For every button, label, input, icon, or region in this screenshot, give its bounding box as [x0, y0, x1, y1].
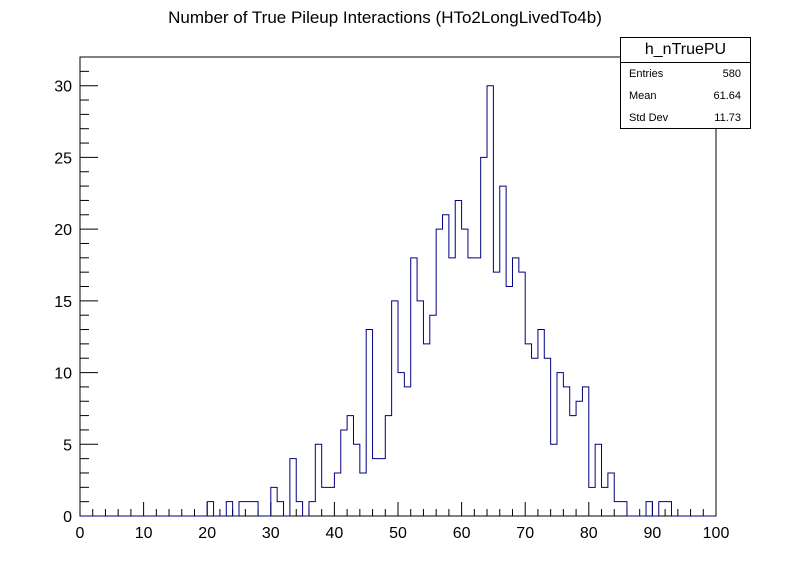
- histogram-bin: [570, 416, 576, 516]
- stats-row-stddev: Std Dev 11.73: [621, 107, 750, 129]
- histogram-bin: [296, 502, 302, 516]
- histogram-bin: [226, 502, 232, 516]
- histogram-bin: [602, 487, 608, 516]
- histogram-bin: [551, 444, 557, 516]
- histogram-series: [80, 85, 716, 517]
- histogram-bin: [334, 473, 340, 516]
- histogram-bin: [436, 229, 442, 516]
- histogram-bin: [646, 502, 652, 516]
- histogram-bin: [462, 229, 468, 516]
- histogram-bin: [519, 272, 525, 516]
- x-tick-label: 90: [644, 525, 662, 542]
- histogram-bin: [576, 401, 582, 516]
- histogram-bin: [468, 258, 474, 516]
- y-tick-label: 25: [54, 150, 72, 167]
- tick-labels: 0 10 20 30 40 50 60 70 80 90 100 0 5 10 15 20 25 30: [54, 79, 729, 542]
- stats-value-mean: 61.64: [713, 90, 741, 102]
- y-tick-label: 20: [54, 222, 72, 239]
- y-tick-label: 10: [54, 366, 72, 383]
- x-tick-label: 30: [262, 525, 280, 542]
- stats-box-title: h_nTruePU: [621, 38, 750, 63]
- histogram-bin: [512, 258, 518, 516]
- histogram-bin: [582, 387, 588, 516]
- histogram-bin: [239, 502, 245, 516]
- x-tick-label: 70: [516, 525, 534, 542]
- y-tick-label: 0: [63, 509, 72, 526]
- histogram-bin: [474, 258, 480, 516]
- stats-value-entries: 580: [722, 68, 741, 80]
- chart-title: Number of True Pileup Interactions (HTo2…: [168, 8, 602, 27]
- histogram-bin: [366, 330, 372, 516]
- histogram-bin: [481, 157, 487, 516]
- histogram-bin: [328, 487, 334, 516]
- x-tick-label: 40: [326, 525, 344, 542]
- x-tick-label: 100: [703, 525, 730, 542]
- histogram-bin: [557, 373, 563, 516]
- histogram-bin: [315, 444, 321, 516]
- histogram-bin: [360, 473, 366, 516]
- histogram-outline: [80, 85, 716, 517]
- histogram-bin: [392, 301, 398, 516]
- x-tick-label: 50: [389, 525, 407, 542]
- histogram-bin: [252, 502, 258, 516]
- histogram-bin: [385, 416, 391, 516]
- histogram-bin: [423, 344, 429, 516]
- histogram-bin: [544, 358, 550, 516]
- stats-value-stddev: 11.73: [714, 112, 741, 124]
- x-tick-label: 10: [135, 525, 153, 542]
- histogram-bin: [398, 373, 404, 516]
- x-tick-label: 80: [580, 525, 598, 542]
- histogram-bin: [500, 186, 506, 516]
- x-tick-label: 60: [453, 525, 471, 542]
- histogram-bin: [379, 459, 385, 516]
- histogram-bin: [443, 215, 449, 516]
- histogram-bin: [595, 444, 601, 516]
- histogram-bin: [341, 430, 347, 516]
- histogram-bin: [487, 86, 493, 516]
- stats-label-mean: Mean: [629, 90, 657, 102]
- stats-label-entries: Entries: [629, 68, 664, 80]
- histogram-bin: [353, 444, 359, 516]
- histogram-bin: [525, 344, 531, 516]
- histogram-bin: [659, 502, 665, 516]
- histogram-bin: [430, 315, 436, 516]
- histogram-bin: [532, 358, 538, 516]
- y-tick-label: 5: [63, 437, 72, 454]
- histogram-bin: [271, 487, 277, 516]
- x-tick-label: 20: [198, 525, 216, 542]
- histogram-bin: [347, 416, 353, 516]
- histogram-bin: [563, 387, 569, 516]
- x-tick-label: 0: [76, 525, 85, 542]
- histogram-bin: [455, 200, 461, 516]
- stats-label-stddev: Std Dev: [629, 112, 669, 124]
- histogram-bin: [621, 502, 627, 516]
- histogram-bin: [614, 502, 620, 516]
- histogram-bin: [449, 258, 455, 516]
- histogram-bin: [589, 487, 595, 516]
- histogram-bin: [506, 287, 512, 517]
- histogram-bin: [290, 459, 296, 516]
- histogram-bin: [322, 487, 328, 516]
- y-tick-label: 30: [54, 79, 72, 96]
- stats-box: h_nTruePU Entries 580 Mean 61.64 Std Dev…: [620, 37, 751, 129]
- stats-row-mean: Mean 61.64: [621, 85, 750, 107]
- histogram-bin: [309, 502, 315, 516]
- histogram-bin: [373, 459, 379, 516]
- stats-row-entries: Entries 580: [621, 63, 750, 85]
- y-tick-label: 15: [54, 294, 72, 311]
- histogram-bin: [411, 258, 417, 516]
- histogram-bin: [277, 502, 283, 516]
- histogram-bin: [207, 502, 213, 516]
- histogram-bin: [608, 473, 614, 516]
- histogram-bin: [245, 502, 251, 516]
- histogram-bin: [417, 301, 423, 516]
- histogram-bin: [538, 330, 544, 516]
- histogram-bin: [665, 502, 671, 516]
- histogram-bin: [493, 272, 499, 516]
- histogram-bin: [404, 387, 410, 516]
